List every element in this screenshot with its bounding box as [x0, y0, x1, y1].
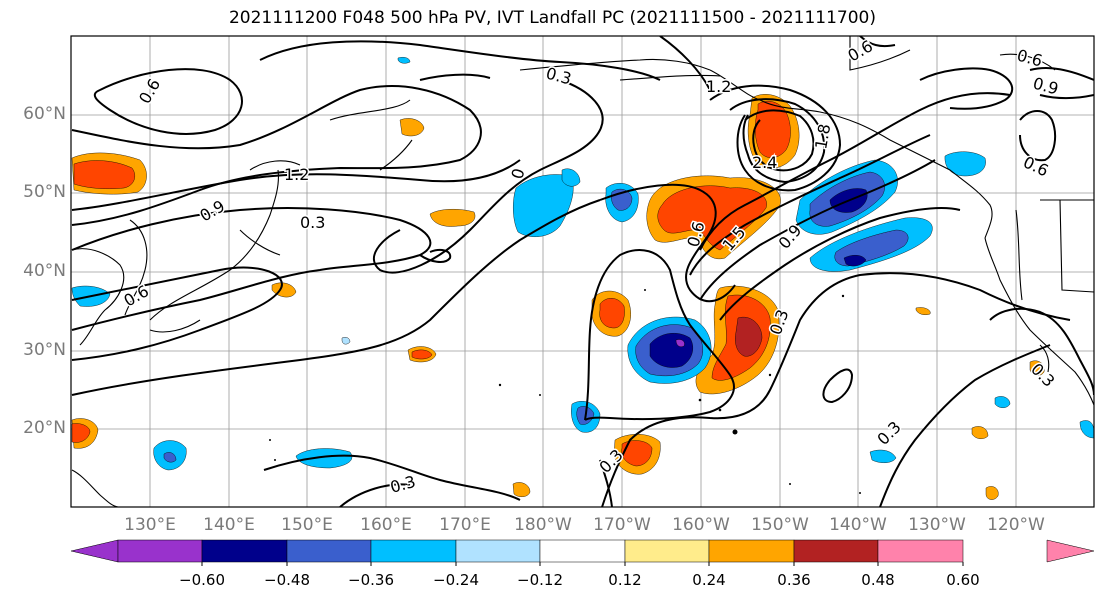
colorbar-ticks — [201, 562, 964, 566]
lon-label: 170°W — [593, 515, 651, 535]
contour-label: 2.4 — [752, 153, 777, 172]
lat-label: 20°N — [23, 418, 66, 438]
lat-label: 40°N — [23, 261, 66, 281]
lon-label: 120°W — [987, 515, 1045, 535]
colorbar-tick-label: 0.48 — [861, 571, 895, 589]
lon-label: 160°W — [672, 515, 730, 535]
map-frame — [70, 35, 1095, 508]
contour-label: 1.2 — [706, 77, 731, 96]
lon-label: 130°W — [908, 515, 966, 535]
colorbar-tick-label: −0.36 — [348, 571, 394, 589]
colorbar-tick-label: −0.12 — [517, 571, 563, 589]
colorbar-segment — [539, 539, 626, 563]
map-title: 2021111200 F048 500 hPa PV, IVT Landfall… — [228, 8, 876, 28]
islands — [269, 289, 861, 494]
colorbar-tick-label: 0.36 — [777, 571, 811, 589]
pv-anomaly-fills — [71, 57, 1094, 500]
colorbar-tick-label: 0.24 — [692, 571, 726, 589]
lon-label: 140°E — [203, 515, 255, 535]
colorbar-segment — [370, 539, 457, 563]
colorbar-tick-label: −0.48 — [264, 571, 310, 589]
lon-label: 150°W — [751, 515, 809, 535]
colorbar-segment — [201, 539, 288, 563]
lon-label: 150°E — [281, 515, 333, 535]
colorbar-tick-label: −0.60 — [179, 571, 225, 589]
lon-label: 180°W — [514, 515, 572, 535]
colorbar-segment — [877, 539, 964, 563]
coastlines — [71, 36, 1094, 507]
contour-label: 1.2 — [284, 165, 309, 184]
colorbar-segment — [455, 539, 541, 563]
colorbar-tick-label: −0.24 — [433, 571, 479, 589]
colorbar-segment — [286, 539, 372, 563]
colorbar-segment — [624, 539, 710, 563]
lon-label: 170°E — [439, 515, 491, 535]
colorbar — [70, 539, 1095, 563]
colorbar-segment — [117, 539, 203, 563]
contour-label: 0.3 — [300, 213, 325, 232]
lat-label: 50°N — [23, 182, 66, 202]
colorbar-tick-label: 0.60 — [946, 571, 980, 589]
lon-label: 160°E — [360, 515, 412, 535]
lon-label: 130°E — [124, 515, 176, 535]
colorbar-extend-right — [1046, 539, 1095, 563]
pv-contours — [71, 36, 1094, 507]
colorbar-tick-label: 0.12 — [608, 571, 642, 589]
colorbar-extend-left — [70, 539, 119, 563]
lat-label: 60°N — [23, 104, 66, 124]
colorbar-segment — [708, 539, 795, 563]
lat-label: 30°N — [23, 340, 66, 360]
colorbar-segment — [793, 539, 879, 563]
lon-label: 140°W — [829, 515, 887, 535]
